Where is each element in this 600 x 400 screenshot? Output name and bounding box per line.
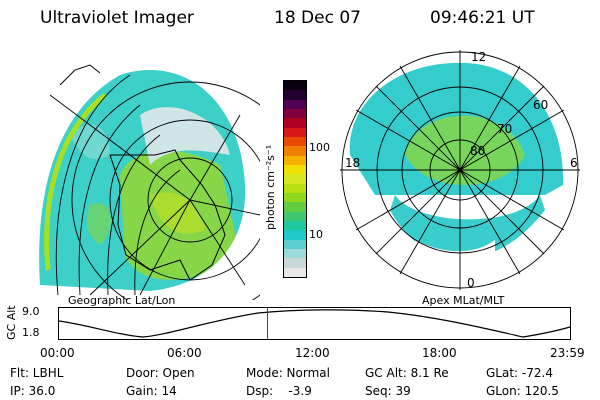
observation-date: 18 Dec 07 [274, 8, 361, 28]
glat-info: GLat: -72.4 [486, 366, 553, 380]
mode-info: Mode: Normal [246, 366, 330, 380]
colorbar-segment [284, 109, 306, 119]
altitude-tick-min: 1.8 [22, 326, 40, 339]
glon-info: GLon: 120.5 [486, 384, 559, 398]
colorbar-segment [284, 174, 306, 184]
colorbar-segment [284, 81, 306, 91]
colorbar-segment [284, 249, 306, 259]
mlt-label-6: 6 [570, 156, 578, 170]
time-tick-1: 06:00 [167, 346, 202, 360]
geographic-map [39, 64, 260, 300]
colorbar-segment [284, 118, 306, 128]
time-tick-4: 23:59 [550, 346, 585, 360]
ip-info: IP: 36.0 [10, 384, 56, 398]
intensity-colorbar [283, 80, 307, 278]
left-panel-caption: Geographic Lat/Lon [68, 294, 176, 307]
colorbar-segment [284, 211, 306, 222]
colorbar-segment [284, 90, 306, 100]
instrument-title: Ultraviolet Imager [40, 8, 194, 28]
altitude-timeline [58, 307, 571, 340]
colorbar-segment [284, 267, 306, 277]
altitude-curve [58, 309, 571, 338]
magnetic-polar-map: 12 0 18 6 80 70 60 [340, 50, 580, 290]
colorbar-tick-10: 10 [309, 228, 323, 241]
colorbar-tick-100: 100 [309, 141, 330, 154]
colorbar-segment [284, 165, 306, 175]
colorbar-segment [284, 239, 306, 250]
mlat-label-70: 70 [497, 122, 512, 136]
colorbar-segment [284, 258, 306, 268]
colorbar-segment [284, 202, 306, 212]
gc-alt-info: GC Alt: 8.1 Re [365, 366, 449, 380]
colorbar-segment [284, 146, 306, 156]
mlt-label-0: 0 [467, 276, 475, 290]
right-panel-caption: Apex MLat/MLT [422, 294, 505, 307]
time-tick-3: 18:00 [422, 346, 457, 360]
mlat-label-60: 60 [533, 98, 548, 112]
colorbar-segment [284, 183, 306, 194]
filter-info: Flt: LBHL [10, 366, 64, 380]
dsp-info: Dsp: -3.9 [246, 384, 312, 398]
colorbar-segment [284, 193, 306, 203]
altitude-tick-max: 9.0 [22, 305, 40, 318]
mlt-label-18: 18 [345, 156, 360, 170]
colorbar-segment [284, 155, 306, 166]
colorbar-segment [284, 137, 306, 147]
mlt-label-12: 12 [471, 50, 486, 64]
seq-info: Seq: 39 [365, 384, 411, 398]
time-tick-0: 00:00 [40, 346, 75, 360]
gain-info: Gain: 14 [126, 384, 177, 398]
door-info: Door: Open [126, 366, 195, 380]
colorbar-segment [284, 230, 306, 240]
altitude-axis-label: GC Alt [5, 305, 18, 340]
observation-time: 09:46:21 UT [430, 8, 535, 28]
colorbar-segment [284, 127, 306, 138]
time-tick-2: 12:00 [295, 346, 330, 360]
colorbar-segment [284, 221, 306, 231]
mlat-label-80: 80 [470, 144, 485, 158]
colorbar-label: photon cm⁻²s⁻¹ [264, 144, 277, 230]
colorbar-segment [284, 99, 306, 110]
